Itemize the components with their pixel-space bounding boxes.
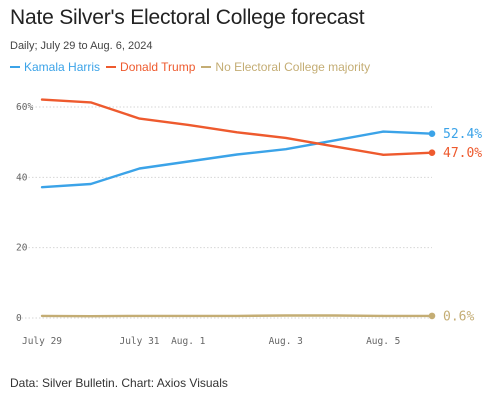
series-end-label: 0.6%: [443, 309, 474, 324]
series-end-label: 52.4%: [443, 127, 482, 142]
x-tick-label: Aug. 1: [171, 336, 206, 347]
y-tick-label: 60%: [16, 102, 33, 113]
x-tick-label: Aug. 3: [269, 336, 303, 347]
x-tick-label: Aug. 5: [366, 336, 400, 347]
y-tick-label: 40: [16, 172, 28, 183]
legend-label: Donald Trump: [120, 60, 196, 74]
chart-subtitle: Daily; July 29 to Aug. 6, 2024: [10, 40, 153, 52]
legend-swatch: [10, 66, 20, 68]
legend-item: Kamala Harris: [10, 60, 100, 74]
series-end-point: [428, 312, 436, 320]
chart-title: Nate Silver's Electoral College forecast: [10, 6, 365, 29]
legend-swatch: [106, 66, 117, 68]
series-end-point: [428, 130, 436, 138]
series-line: [40, 314, 434, 318]
x-tick-label: July 29: [22, 336, 62, 347]
chart-source: Data: Silver Bulletin. Chart: Axios Visu…: [10, 376, 228, 390]
legend-item: No Electoral College majority: [201, 60, 370, 74]
series-line: [40, 130, 434, 189]
series-end-point: [428, 149, 436, 157]
y-tick-label: 20: [16, 243, 28, 254]
y-tick-label: 0: [16, 313, 22, 324]
legend: Kamala Harris Donald Trump No Electoral Co…: [10, 60, 370, 74]
series-line: [40, 98, 434, 157]
x-tick-label: July 31: [119, 336, 159, 347]
legend-label: No Electoral College majority: [215, 60, 371, 74]
legend-item: Donald Trump: [106, 60, 195, 74]
legend-label: Kamala Harris: [24, 60, 101, 74]
series-end-label: 47.0%: [443, 146, 482, 161]
legend-swatch: [201, 66, 212, 68]
